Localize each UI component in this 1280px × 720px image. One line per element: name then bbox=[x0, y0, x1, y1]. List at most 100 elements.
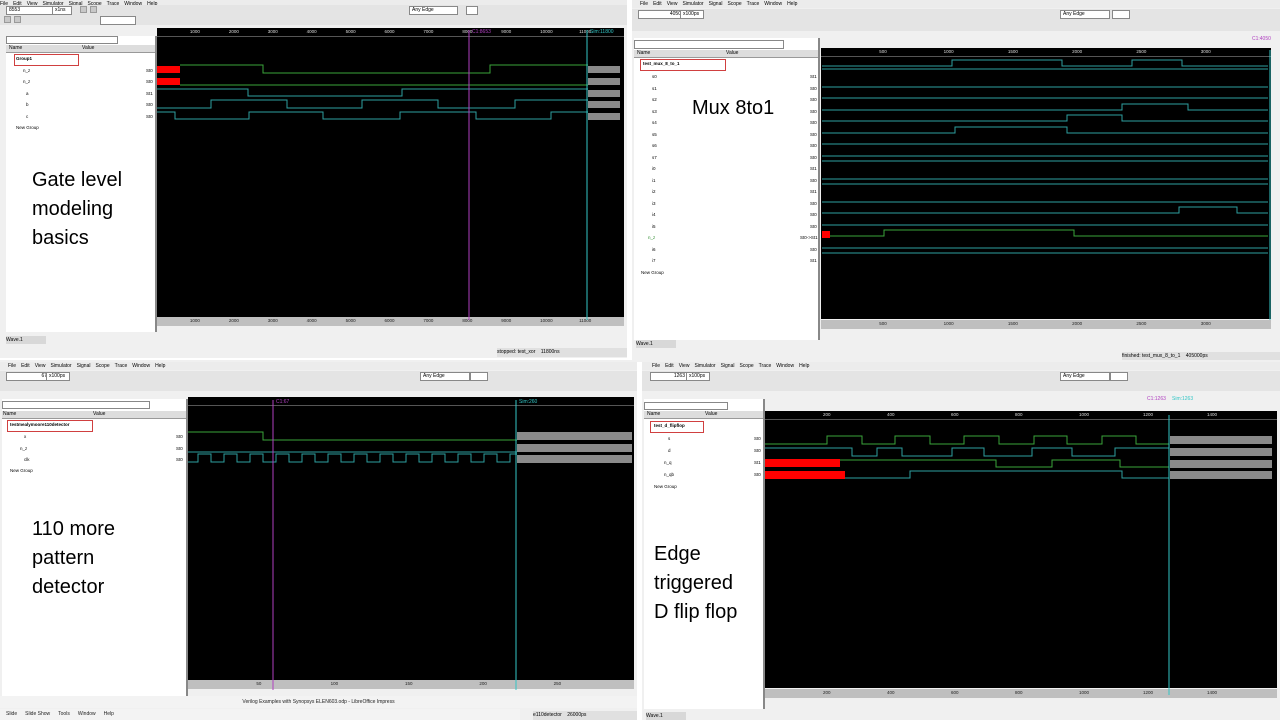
signal-name[interactable]: s0 bbox=[652, 74, 657, 79]
value-column[interactable]: Value bbox=[726, 50, 739, 56]
group-name[interactable]: Group1 bbox=[16, 56, 33, 61]
signal-name[interactable]: s7 bbox=[652, 154, 657, 160]
signal-name[interactable]: a bbox=[26, 91, 29, 96]
stop-icon[interactable] bbox=[14, 16, 21, 23]
scope-select[interactable] bbox=[6, 36, 118, 44]
wave-tab[interactable]: Wave.1 bbox=[6, 336, 46, 344]
menu-simulator[interactable]: Simulator bbox=[682, 1, 704, 7]
menu-window[interactable]: Window bbox=[124, 1, 143, 7]
run-icon[interactable] bbox=[4, 16, 11, 23]
signal-name[interactable]: s4 bbox=[652, 120, 657, 125]
new-group[interactable]: New Group bbox=[654, 484, 677, 489]
signal-name[interactable]: clk bbox=[24, 457, 30, 462]
edge-select[interactable]: Any Edge bbox=[409, 6, 458, 15]
signal-name[interactable]: n_z bbox=[23, 68, 31, 73]
menu-help[interactable]: Help bbox=[799, 363, 810, 369]
impress-menu-slide[interactable]: Slide bbox=[6, 711, 18, 717]
menu-edit[interactable]: Edit bbox=[653, 1, 662, 7]
step-field[interactable] bbox=[1110, 372, 1128, 381]
menu-help[interactable]: Help bbox=[155, 363, 166, 369]
step-field[interactable] bbox=[466, 6, 478, 15]
group-name[interactable]: testmealymoore110detector bbox=[10, 422, 70, 427]
step-field[interactable] bbox=[470, 372, 488, 381]
menu-file[interactable]: File bbox=[0, 1, 9, 7]
signal-name[interactable]: i0 bbox=[652, 166, 656, 171]
menu-file[interactable]: File bbox=[652, 363, 661, 369]
menu-scope[interactable]: Scope bbox=[739, 363, 754, 369]
menu-window[interactable]: Window bbox=[132, 363, 151, 369]
scope-select[interactable] bbox=[2, 401, 150, 409]
signal-name[interactable]: s3 bbox=[652, 108, 657, 114]
signal-name[interactable]: n_z bbox=[20, 446, 28, 451]
edge-select[interactable]: Any Edge bbox=[1060, 10, 1110, 19]
menu-view[interactable]: View bbox=[678, 363, 690, 369]
name-column[interactable]: Name bbox=[3, 411, 17, 417]
signal-name[interactable]: s1 bbox=[652, 85, 657, 91]
menu-help[interactable]: Help bbox=[147, 1, 158, 7]
impress-menu-window[interactable]: Window bbox=[77, 711, 96, 717]
signal-search-input[interactable] bbox=[100, 16, 136, 25]
menu-scope[interactable]: Scope bbox=[95, 363, 110, 369]
wave-tab[interactable]: Wave.1 bbox=[636, 340, 676, 348]
menu-window[interactable]: Window bbox=[776, 363, 795, 369]
signal-name[interactable]: n_z bbox=[648, 235, 656, 240]
signal-name[interactable]: d bbox=[668, 448, 671, 453]
unit-select[interactable]: x100ps bbox=[686, 372, 710, 381]
signal-name[interactable]: b bbox=[26, 102, 29, 107]
new-group[interactable]: New Group bbox=[10, 468, 33, 473]
name-column[interactable]: Name bbox=[9, 45, 23, 51]
menu-signal[interactable]: Signal bbox=[720, 363, 735, 369]
menu-scope[interactable]: Scope bbox=[727, 1, 742, 7]
new-group[interactable]: New Group bbox=[641, 270, 664, 275]
signal-name[interactable]: i2 bbox=[652, 189, 656, 194]
unit-select[interactable]: x100ps bbox=[680, 10, 704, 19]
signal-name[interactable]: s2 bbox=[652, 97, 657, 102]
signal-name[interactable]: s6 bbox=[652, 143, 657, 148]
menu-trace[interactable]: Trace bbox=[746, 1, 760, 7]
signal-name[interactable]: i3 bbox=[652, 200, 656, 206]
signal-name[interactable]: n_z bbox=[23, 79, 31, 84]
menu-view[interactable]: View bbox=[34, 363, 46, 369]
signal-name[interactable]: i1 bbox=[652, 177, 656, 183]
value-column[interactable]: Value bbox=[82, 45, 95, 51]
menu-simulator[interactable]: Simulator bbox=[50, 363, 72, 369]
name-column[interactable]: Name bbox=[637, 50, 651, 56]
binoculars-icon[interactable] bbox=[90, 6, 97, 13]
signal-name[interactable]: n_q bbox=[664, 460, 672, 465]
edge-select[interactable]: Any Edge bbox=[420, 372, 470, 381]
impress-menu-tools[interactable]: Tools bbox=[58, 711, 70, 717]
menu-trace[interactable]: Trace bbox=[758, 363, 772, 369]
scope-select[interactable] bbox=[634, 40, 784, 49]
menu-signal[interactable]: Signal bbox=[708, 1, 723, 7]
impress-menu-help[interactable]: Help bbox=[103, 711, 114, 717]
menu-view[interactable]: View bbox=[666, 1, 678, 7]
wave-tab[interactable]: Wave.1 bbox=[646, 712, 686, 720]
signal-name[interactable]: c bbox=[26, 114, 29, 119]
signal-name[interactable]: x bbox=[24, 434, 27, 439]
group-name[interactable]: test_d_flipflop bbox=[654, 423, 685, 428]
signal-name[interactable]: i5 bbox=[652, 223, 656, 229]
step-field[interactable] bbox=[1112, 10, 1130, 19]
signal-name[interactable]: s bbox=[668, 436, 671, 441]
menu-window[interactable]: Window bbox=[764, 1, 783, 7]
menu-scope[interactable]: Scope bbox=[87, 1, 102, 7]
menu-signal[interactable]: Signal bbox=[68, 1, 83, 7]
menu-edit[interactable]: Edit bbox=[665, 363, 674, 369]
menu-trace[interactable]: Trace bbox=[114, 363, 128, 369]
name-column[interactable]: Name bbox=[647, 411, 661, 417]
menu-simulator[interactable]: Simulator bbox=[42, 1, 64, 7]
menu-edit[interactable]: Edit bbox=[13, 1, 22, 7]
value-column[interactable]: Value bbox=[705, 411, 718, 417]
signal-name[interactable]: s5 bbox=[652, 131, 657, 137]
menu-file[interactable]: File bbox=[8, 363, 17, 369]
scope-select[interactable] bbox=[644, 402, 728, 410]
signal-name[interactable]: i7 bbox=[652, 258, 656, 263]
unit-select[interactable]: x1ns bbox=[52, 6, 72, 15]
unit-select[interactable]: x100ps bbox=[46, 372, 70, 381]
impress-menu-slide-show[interactable]: Slide Show bbox=[25, 711, 51, 717]
menu-help[interactable]: Help bbox=[787, 1, 798, 7]
menu-view[interactable]: View bbox=[26, 1, 38, 7]
menu-signal[interactable]: Signal bbox=[76, 363, 91, 369]
zoom-icon[interactable] bbox=[80, 6, 87, 13]
menu-trace[interactable]: Trace bbox=[106, 1, 120, 7]
